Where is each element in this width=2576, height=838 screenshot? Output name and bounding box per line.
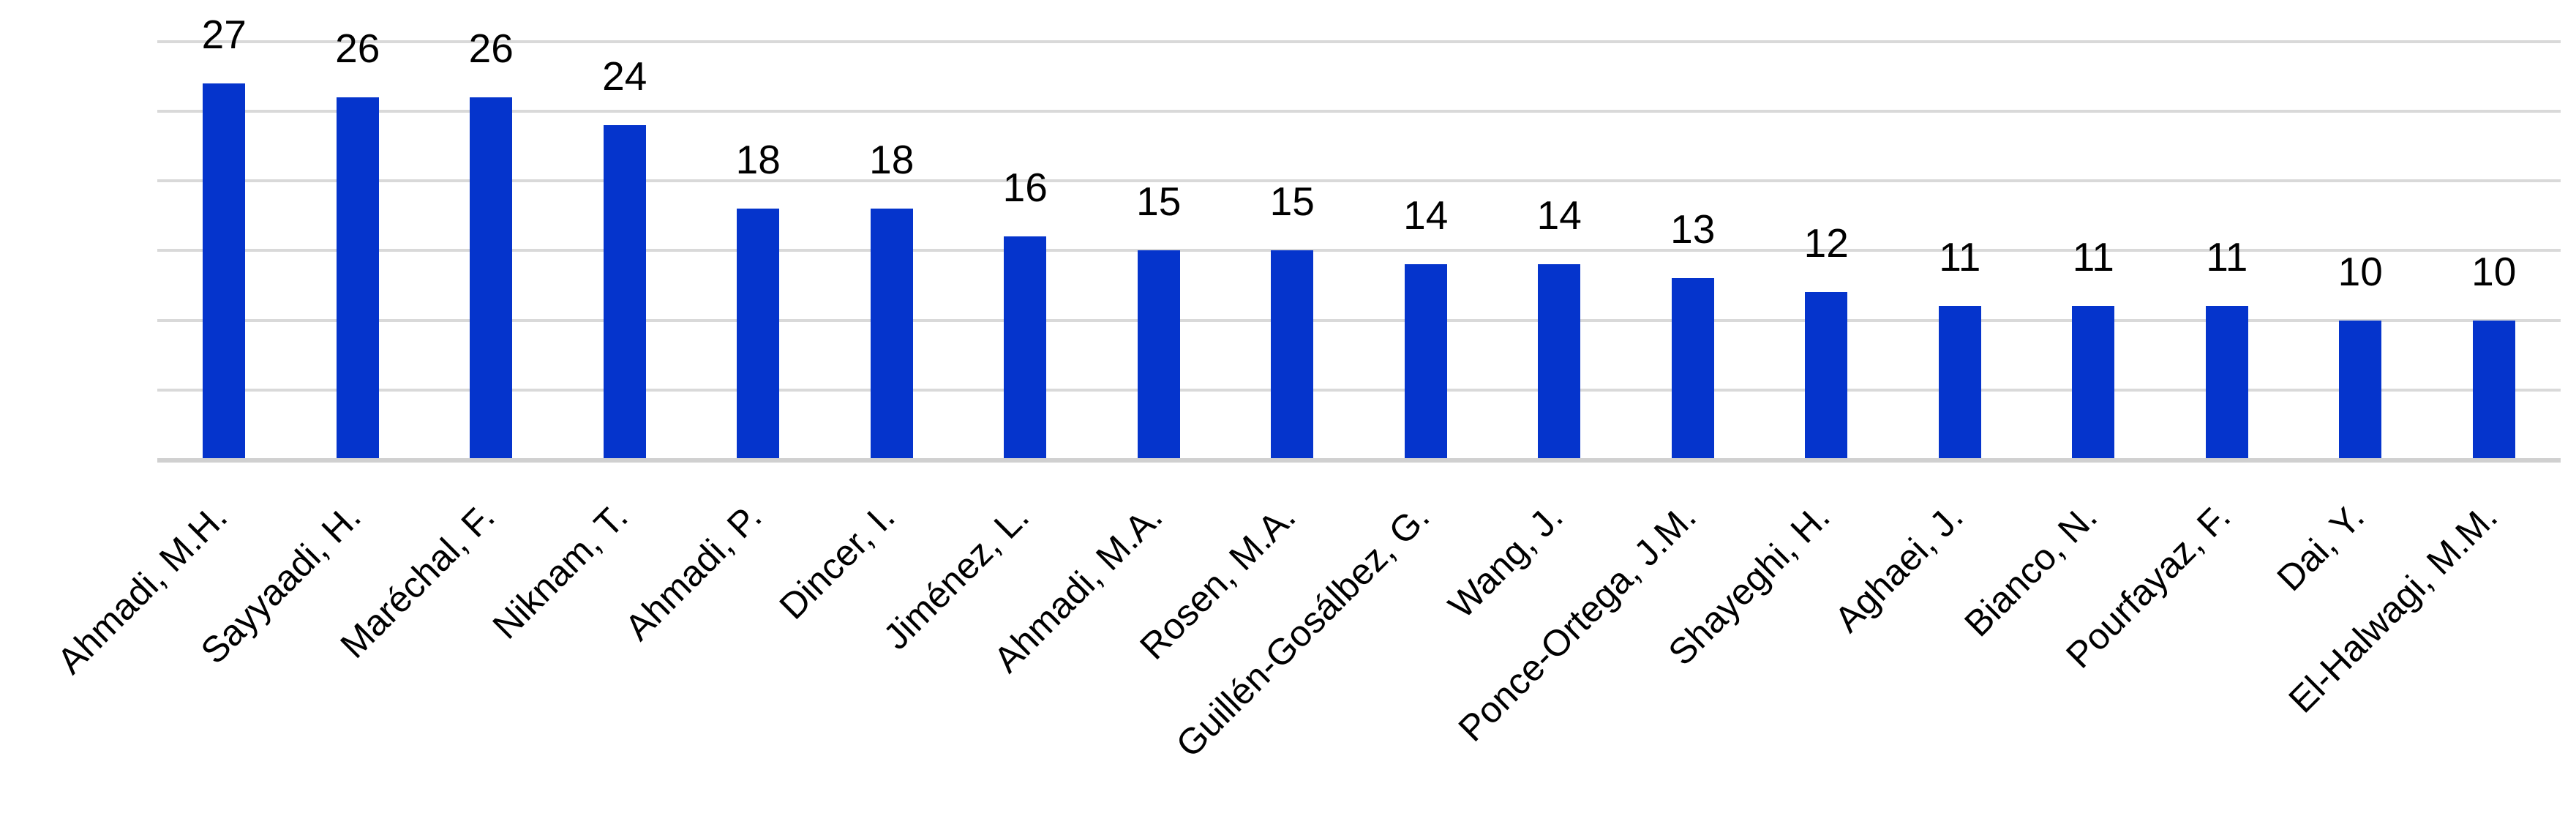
bar bbox=[1004, 236, 1047, 458]
bar-value-label: 11 bbox=[2206, 234, 2248, 280]
bar bbox=[1271, 250, 1314, 458]
x-axis-category-label: Niknam, T. bbox=[485, 495, 637, 647]
bar-value-label: 15 bbox=[1269, 179, 1315, 225]
x-axis-category-label: Ponce-Ortega, J.M. bbox=[1450, 495, 1705, 749]
bar bbox=[203, 83, 246, 458]
bar bbox=[2339, 320, 2382, 458]
bar bbox=[1671, 278, 1714, 458]
bar bbox=[737, 209, 780, 458]
bar-value-label: 27 bbox=[201, 11, 247, 57]
bar-value-label: 24 bbox=[602, 53, 647, 99]
x-axis-category-label: Wang, J. bbox=[1440, 495, 1571, 626]
bar-value-label: 16 bbox=[1002, 165, 1048, 211]
x-axis-category-label: Ahmadi, P. bbox=[617, 495, 770, 648]
bar-value-label: 12 bbox=[1803, 220, 1849, 266]
bar-value-label: 15 bbox=[1136, 179, 1182, 225]
gridline-y-15 bbox=[157, 249, 2561, 252]
bar bbox=[1805, 292, 1848, 458]
x-axis-category-label: Dincer, I. bbox=[771, 495, 904, 627]
bar-value-label: 10 bbox=[2337, 248, 2383, 294]
gridline-y-5 bbox=[157, 388, 2561, 392]
bar-value-label: 26 bbox=[335, 25, 380, 71]
x-axis-line bbox=[157, 458, 2561, 463]
bar bbox=[2472, 320, 2515, 458]
bar bbox=[1404, 264, 1447, 458]
gridline-y-25 bbox=[157, 109, 2561, 113]
bar bbox=[603, 124, 646, 458]
x-axis-category-label: Guillén-Gosálbez, G. bbox=[1168, 495, 1438, 766]
bar-value-label: 18 bbox=[869, 137, 915, 183]
bar-value-label: 11 bbox=[1939, 234, 1981, 280]
bar-value-label: 14 bbox=[1536, 192, 1582, 239]
x-axis-category-label: Dai, Y. bbox=[2269, 495, 2372, 599]
bar bbox=[470, 97, 513, 458]
bar bbox=[2205, 306, 2248, 458]
bar bbox=[870, 209, 913, 458]
bar-value-label: 11 bbox=[2072, 234, 2114, 280]
bar-value-label: 10 bbox=[2471, 248, 2517, 294]
bar-value-label: 26 bbox=[468, 25, 514, 71]
bar bbox=[1938, 306, 1981, 458]
bar bbox=[1137, 250, 1180, 458]
bar bbox=[336, 97, 379, 458]
bar-value-label: 14 bbox=[1403, 192, 1449, 239]
gridline-y-10 bbox=[157, 318, 2561, 322]
bar bbox=[1538, 264, 1581, 458]
x-axis-category-label: Aghaei, J. bbox=[1827, 495, 1972, 640]
bar bbox=[2072, 306, 2115, 458]
gridline-y-30 bbox=[157, 40, 2561, 43]
gridline-y-20 bbox=[157, 179, 2561, 182]
bar-value-label: 13 bbox=[1670, 206, 1716, 252]
bar-value-label: 18 bbox=[735, 137, 781, 183]
